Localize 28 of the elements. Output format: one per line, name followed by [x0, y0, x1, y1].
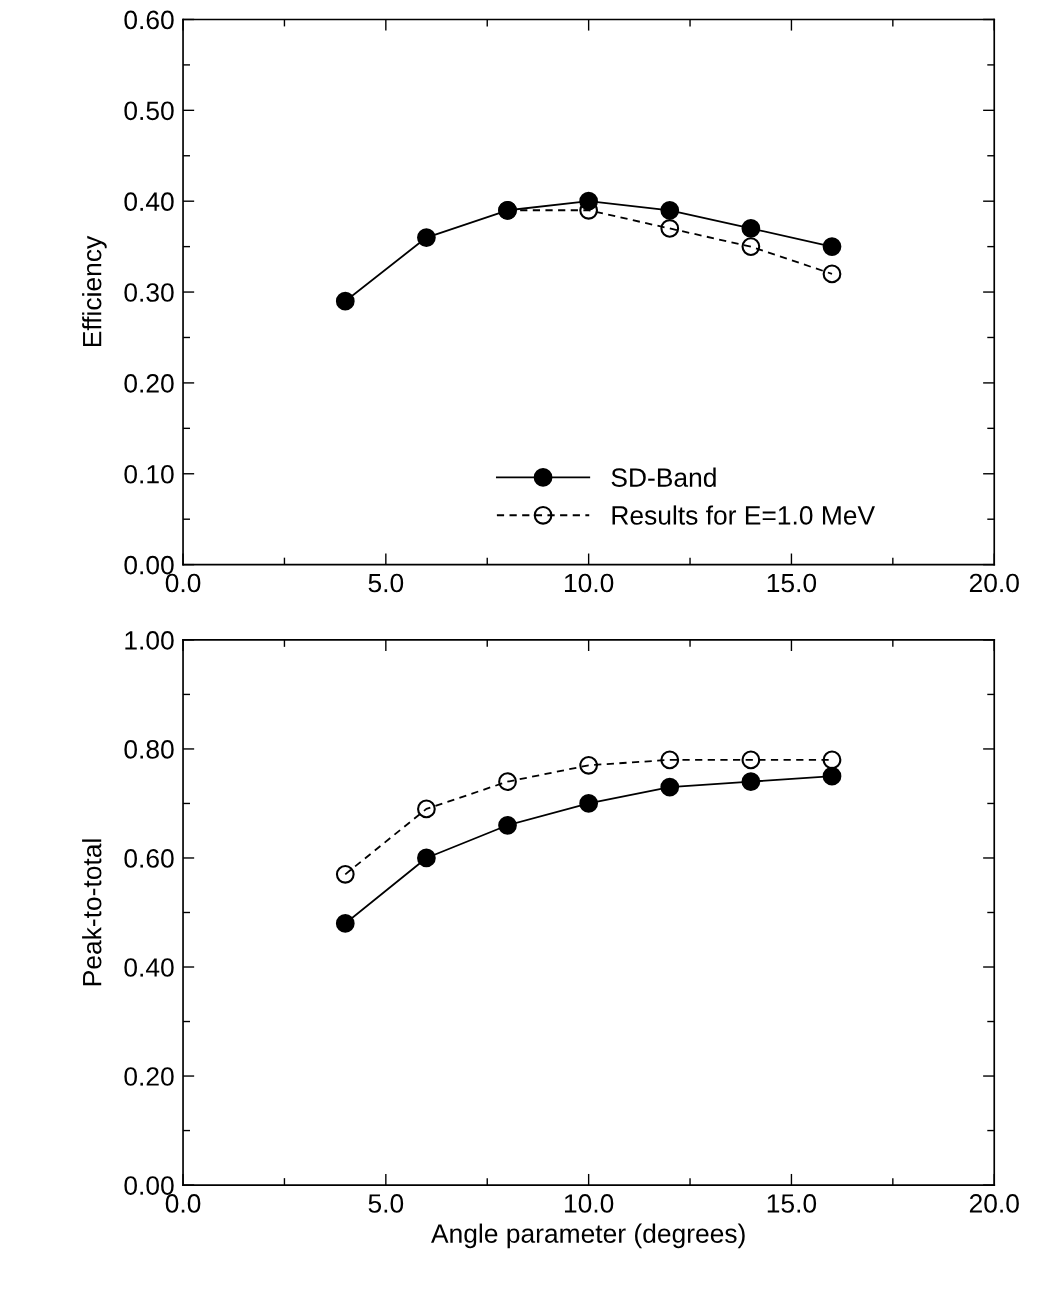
y-axis-title: Efficiency [82, 235, 107, 347]
x-tick-label: 5.0 [368, 573, 404, 593]
x-tick-label: 5.0 [368, 1194, 404, 1213]
x-tick-label: 0.0 [165, 1194, 201, 1213]
y-tick-label: 0.10 [124, 464, 174, 484]
y-tick-label: 0.20 [124, 374, 174, 393]
y-axis-title: Peak-to-total [82, 839, 102, 986]
y-tick-label: 0.80 [124, 740, 174, 759]
y-tick-label: 0.30 [124, 283, 174, 302]
y-tick-label: 0.00 [124, 1176, 174, 1195]
x-tick-label: 15.0 [767, 1194, 817, 1213]
y-tick-label: 0.60 [124, 849, 174, 868]
x-axis-title: Angle parameter (degrees) [431, 1223, 745, 1249]
x-tick-label: 20.0 [969, 1194, 1019, 1213]
y-tick-label: 0.50 [124, 101, 174, 121]
legend-label: SD-Band [611, 467, 716, 487]
legend-label: Results for E=1.0 MeV [612, 505, 875, 525]
y-tick-label: 0.40 [124, 192, 174, 212]
x-tick-label: 20.0 [969, 573, 1019, 593]
y-tick-label: 1.00 [125, 631, 174, 650]
x-tick-label: 15.0 [767, 573, 817, 593]
y-tick-label: 0.40 [124, 958, 174, 977]
y-tick-label: 0.60 [124, 10, 174, 30]
y-tick-label: 0.20 [124, 1067, 174, 1086]
x-tick-label: 10.0 [564, 1194, 614, 1213]
x-tick-label: 0.0 [165, 573, 201, 593]
y-tick-label: 0.00 [124, 555, 174, 575]
x-tick-label: 10.0 [564, 573, 614, 593]
